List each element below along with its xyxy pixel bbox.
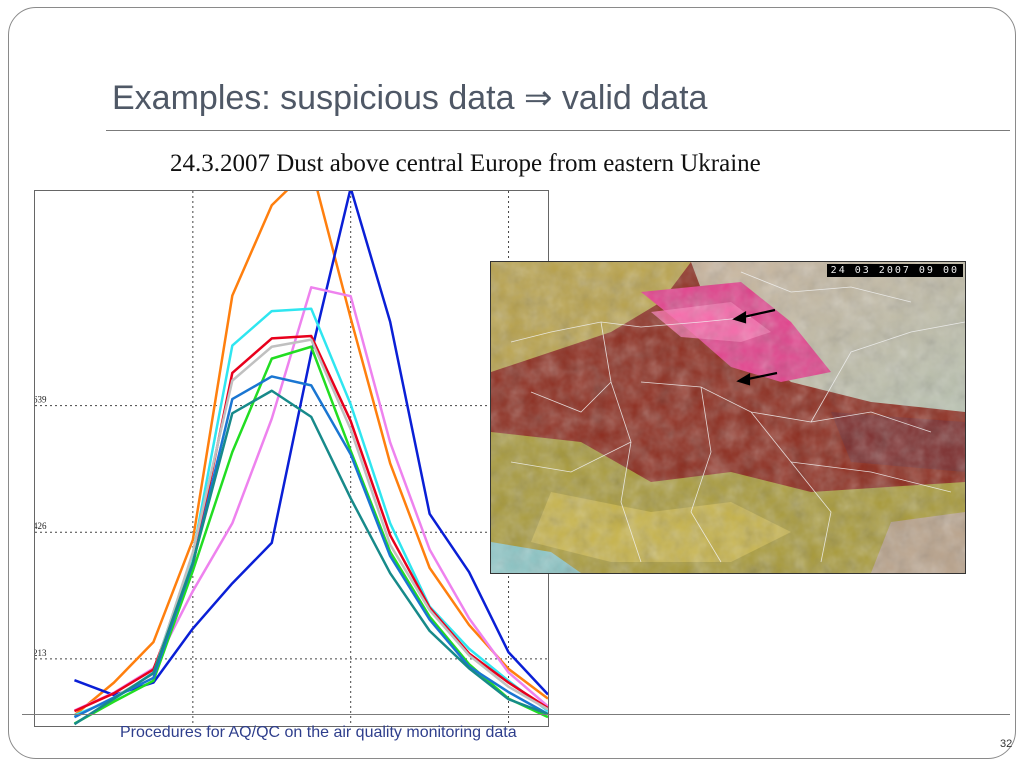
page-number: 32 — [1000, 738, 1013, 750]
satellite-image: 24 03 2007 09 00 — [490, 261, 966, 574]
line-chart: 213 426 639 — [33, 165, 549, 727]
satellite-timestamp: 24 03 2007 09 00 — [826, 264, 963, 277]
satellite-image-graphic — [491, 262, 965, 573]
slide-subtitle: 24.3.2007 Dust above central Europe from… — [170, 150, 761, 177]
y-tick-label: 639 — [35, 395, 47, 405]
series-line-4 — [73, 307, 549, 717]
series-line-9 — [73, 389, 549, 726]
series-line-7 — [73, 345, 549, 725]
title-divider — [106, 130, 1010, 131]
slide-title: Examples: suspicious data ⇒ valid data — [112, 79, 708, 117]
line-chart-svg: 213 426 639 — [33, 165, 549, 726]
series-line-8 — [73, 375, 549, 719]
series-line-1 — [73, 165, 549, 717]
slide-footer: Procedures for AQ/QC on the air quality … — [120, 724, 517, 741]
footer-divider — [22, 714, 1010, 715]
y-tick-label: 426 — [35, 521, 47, 531]
y-tick-label: 213 — [35, 648, 47, 658]
series-line-2 — [74, 186, 549, 697]
slide-frame — [8, 7, 1016, 759]
series-line-6 — [73, 338, 549, 719]
